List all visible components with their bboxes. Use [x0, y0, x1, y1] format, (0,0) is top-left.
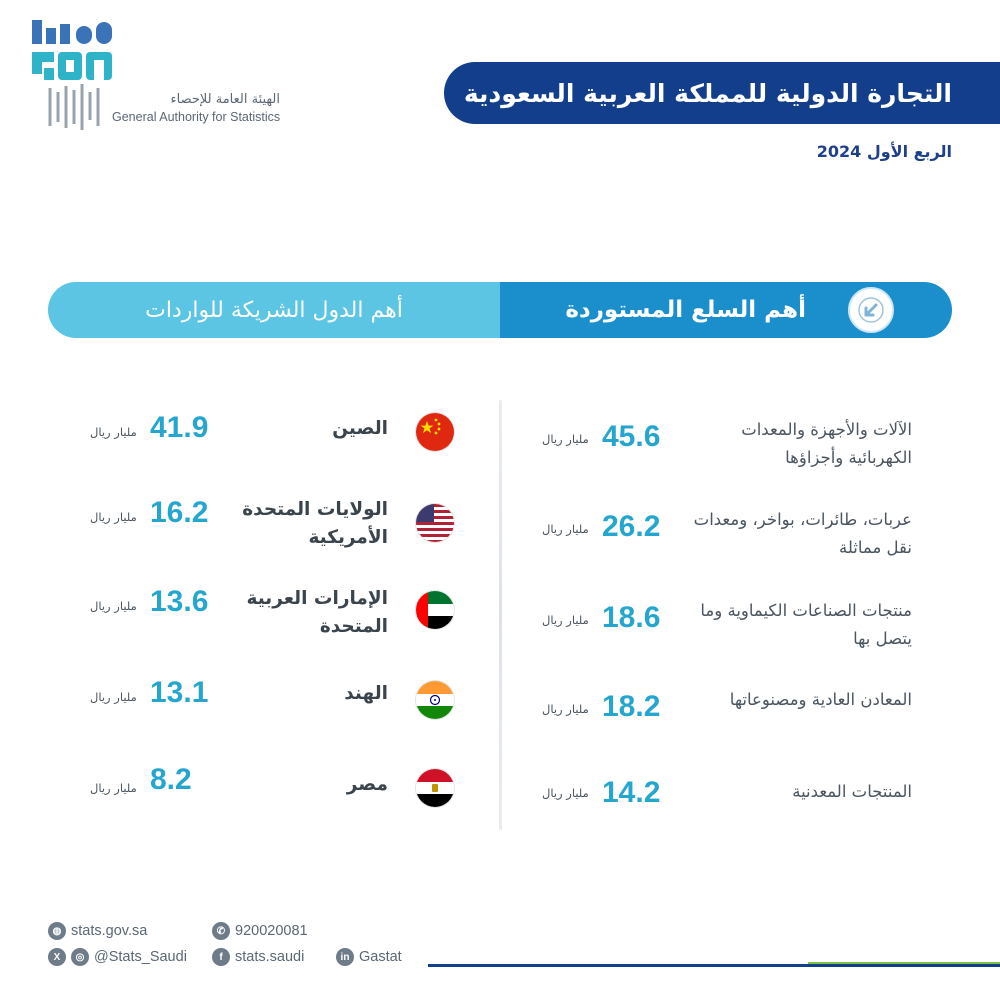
- facebook-text: stats.saudi: [235, 949, 305, 965]
- goods-header-label: أهم السلع المستوردة: [565, 297, 806, 323]
- phone-text: 920020081: [235, 923, 308, 939]
- china-flag-icon: [416, 413, 454, 451]
- country-value: 41.9: [150, 411, 209, 444]
- list-item: منتجات الصناعات الكيماوية وما يتصل بها 1…: [540, 597, 912, 657]
- period-label: الربع الأول 2024: [816, 142, 952, 161]
- unit-label: مليار ريال: [90, 599, 137, 613]
- country-name: الهند: [344, 683, 388, 704]
- unit-label: مليار ريال: [90, 425, 137, 439]
- good-label: منتجات الصناعات الكيماوية وما يتصل بها: [700, 601, 912, 648]
- facebook-link[interactable]: f stats.saudi: [212, 948, 304, 966]
- list-item: مصر 8.2 مليار ريال: [88, 763, 458, 823]
- linkedin-text: Gastat: [359, 949, 402, 965]
- good-value: 14.2: [602, 776, 661, 809]
- good-value: 45.6: [602, 420, 661, 453]
- good-label: المعادن العادية ومصنوعاتها: [729, 690, 912, 709]
- facebook-icon: f: [212, 948, 230, 966]
- list-item: الولايات المتحدة الأمريكية 16.2 مليار ري…: [88, 496, 458, 556]
- country-value: 13.1: [150, 676, 209, 709]
- phone-link[interactable]: ✆ 920020081: [212, 922, 308, 940]
- egypt-flag-icon: [416, 769, 454, 807]
- country-name: الصين: [332, 418, 388, 439]
- unit-label: مليار ريال: [90, 690, 137, 704]
- website-text: stats.gov.sa: [71, 923, 148, 939]
- list-item: عربات، طائرات، بواخر، ومعدات نقل مماثلة …: [540, 506, 912, 566]
- good-label: عربات، طائرات، بواخر، ومعدات نقل مماثلة: [693, 510, 912, 557]
- website-link[interactable]: ◍ stats.gov.sa: [48, 922, 147, 940]
- country-name: الإمارات العربية المتحدة: [246, 588, 389, 637]
- instagram-icon: ◎: [71, 948, 89, 966]
- list-item: الإمارات العربية المتحدة 13.6 مليار ريال: [88, 585, 458, 645]
- list-item: الهند 13.1 مليار ريال: [88, 676, 458, 736]
- unit-label: مليار ريال: [90, 781, 137, 795]
- title-banner: التجارة الدولية للمملكة العربية السعودية: [444, 62, 1000, 124]
- unit-label: مليار ريال: [542, 432, 589, 446]
- usa-flag-icon: [416, 504, 454, 542]
- arrow-down-left-icon: [848, 287, 894, 333]
- good-value: 18.6: [602, 601, 661, 634]
- unit-label: مليار ريال: [542, 702, 589, 716]
- unit-label: مليار ريال: [542, 522, 589, 536]
- brand-name-english: General Authority for Statistics: [112, 110, 281, 124]
- country-value: 8.2: [150, 763, 192, 796]
- linkedin-icon: in: [336, 948, 354, 966]
- page-title: التجارة الدولية للمملكة العربية السعودية: [463, 78, 952, 108]
- phone-icon: ✆: [212, 922, 230, 940]
- unit-label: مليار ريال: [542, 786, 589, 800]
- social-link[interactable]: X ◎ @Stats_Saudi: [48, 948, 187, 966]
- globe-icon: ◍: [48, 922, 66, 940]
- footer-accent-line: [428, 962, 1000, 967]
- linkedin-link[interactable]: in Gastat: [336, 948, 402, 966]
- country-value: 16.2: [150, 496, 209, 529]
- country-value: 13.6: [150, 585, 209, 618]
- brand-name-arabic: الهيئة العامة للإحصاء: [170, 92, 280, 107]
- good-value: 26.2: [602, 510, 661, 543]
- vision-2030-logo-icon: [32, 20, 112, 130]
- unit-label: مليار ريال: [542, 613, 589, 627]
- list-item: المعادن العادية ومصنوعاتها 18.2 مليار ري…: [540, 686, 912, 746]
- unit-label: مليار ريال: [90, 510, 137, 524]
- gastat-logo: الهيئة العامة للإحصاء General Authority …: [30, 14, 290, 130]
- social-text: @Stats_Saudi: [94, 949, 187, 965]
- good-label: الآلات والأجهزة والمعدات الكهربائية وأجز…: [741, 420, 912, 467]
- uae-flag-icon: [416, 591, 454, 629]
- country-name: الولايات المتحدة الأمريكية: [242, 499, 388, 548]
- list-item: المنتجات المعدنية 14.2 مليار ريال: [540, 772, 912, 832]
- list-item: الصين 41.9 مليار ريال: [88, 411, 458, 471]
- good-label: المنتجات المعدنية: [792, 782, 912, 801]
- countries-header-label: أهم الدول الشريكة للواردات: [145, 297, 403, 323]
- list-item: الآلات والأجهزة والمعدات الكهربائية وأجز…: [540, 416, 912, 476]
- country-name: مصر: [346, 774, 388, 795]
- column-divider: [499, 400, 502, 830]
- india-flag-icon: [416, 681, 454, 719]
- x-icon: X: [48, 948, 66, 966]
- good-value: 18.2: [602, 690, 661, 723]
- countries-header: أهم الدول الشريكة للواردات: [48, 282, 500, 338]
